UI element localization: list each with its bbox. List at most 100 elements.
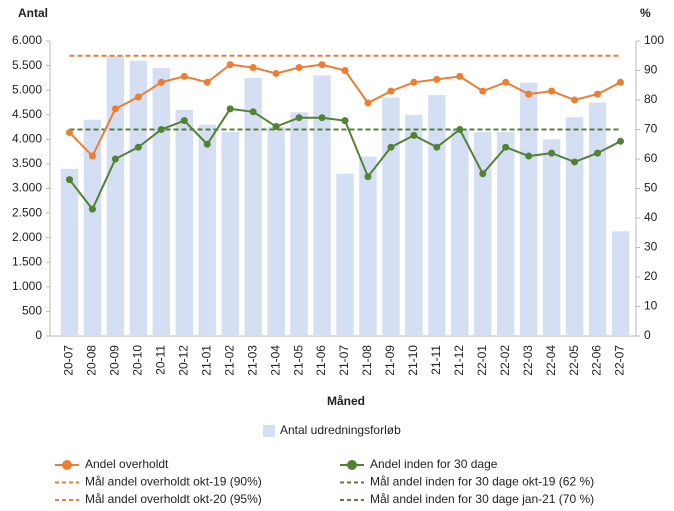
line-point (157, 126, 165, 133)
line-point (226, 105, 234, 113)
legend-label: Mål andel overholdt okt-19 (90%) (85, 475, 262, 489)
y2-axis-title: % (640, 6, 651, 20)
x-tick-label: 21-12 (452, 345, 466, 376)
line-point (433, 143, 441, 151)
line-point (525, 90, 533, 98)
bar (83, 119, 102, 337)
y2-tick-label: 40 (644, 210, 658, 224)
line-point (502, 143, 510, 151)
y2-tick-label: 100 (644, 33, 664, 47)
line-point (341, 117, 349, 125)
line-point (157, 78, 165, 86)
line-point (249, 108, 257, 116)
line-point (203, 78, 211, 86)
line-point (387, 87, 395, 95)
y-tick-label: 4.500 (12, 107, 42, 121)
legend-label: Mål andel inden for 30 dage okt-19 (62 %… (370, 475, 594, 489)
line-point (341, 67, 349, 74)
x-tick-label: 21-07 (337, 345, 351, 376)
line-point (617, 137, 625, 145)
x-tick-label: 21-01 (199, 345, 213, 376)
y-tick-label: 1.000 (12, 279, 42, 293)
bar (313, 75, 331, 337)
x-tick-label: 21-02 (222, 345, 236, 376)
legend-marker (62, 460, 72, 470)
y-tick-label: 3.000 (12, 181, 42, 195)
line-point (180, 117, 188, 125)
line-point (410, 78, 418, 86)
line-point (272, 123, 280, 131)
y2-tick-label: 0 (644, 328, 651, 342)
legend-swatch (263, 425, 275, 437)
line-point (594, 90, 602, 98)
x-tick-label: 20-07 (62, 345, 76, 376)
y2-tick-label: 50 (644, 181, 658, 195)
line-point (272, 69, 280, 77)
line-point (410, 131, 418, 139)
x-tick-label: 22-03 (521, 345, 535, 376)
line (68, 63, 621, 158)
x-tick-label: 21-04 (268, 345, 282, 376)
bar (290, 112, 308, 337)
line-point (456, 126, 464, 133)
y-tick-label: 3.500 (12, 156, 42, 170)
y-tick-label: 5.500 (12, 58, 42, 72)
y-tick-label: 6.000 (12, 33, 42, 47)
x-tick-label: 22-06 (590, 345, 604, 376)
x-tick-label: 20-09 (108, 345, 122, 376)
bar (428, 95, 446, 336)
legend-label: Andel inden for 30 dage (370, 457, 498, 471)
bar (198, 124, 216, 336)
bar (336, 173, 354, 336)
line-point (479, 87, 487, 95)
y-tick-label: 2.000 (12, 230, 42, 244)
x-tick-label: 22-05 (567, 345, 581, 376)
line-point (548, 87, 556, 95)
bar (221, 131, 239, 336)
bar (152, 68, 171, 337)
bar (565, 117, 584, 336)
line-point (134, 143, 142, 151)
y-axis-title: Antal (18, 6, 48, 20)
y2-tick-label: 10 (644, 299, 658, 313)
x-tick-label: 22-07 (613, 345, 627, 376)
y2-tick-label: 90 (644, 63, 658, 77)
line-point (617, 78, 625, 86)
line-point (525, 152, 533, 160)
bar (496, 131, 515, 336)
line-point (226, 61, 234, 69)
y-tick-label: 0 (35, 328, 42, 342)
y2-tick-label: 30 (644, 240, 658, 254)
line-point (479, 170, 487, 178)
line-point (433, 75, 441, 83)
legend-label: Mål andel inden for 30 dage jan-21 (70 %… (370, 492, 594, 506)
y-tick-label: 5.000 (12, 82, 42, 96)
y-tick-label: 500 (22, 304, 42, 318)
x-tick-label: 20-12 (176, 345, 190, 376)
x-tick-label: 20-11 (153, 345, 167, 375)
y-tick-label: 2.500 (12, 205, 42, 219)
x-tick-label: 21-10 (406, 345, 420, 376)
bar (382, 97, 400, 337)
line-point (318, 61, 326, 69)
line-point (65, 176, 73, 184)
y2-tick-label: 60 (644, 151, 658, 165)
bar (175, 109, 194, 336)
line-point (387, 143, 395, 151)
line-point (65, 128, 73, 136)
line-point (295, 114, 303, 122)
line-point (594, 149, 602, 157)
bar (474, 131, 492, 336)
x-tick-label: 22-01 (475, 345, 489, 376)
line-point (571, 158, 579, 166)
line-point (364, 173, 372, 181)
bar (542, 139, 561, 336)
line-point (111, 155, 119, 163)
legend-marker (347, 460, 357, 470)
bar (588, 102, 607, 336)
x-tick-label: 21-06 (314, 345, 328, 376)
line-point (571, 96, 579, 104)
x-tick-label: 21-09 (383, 345, 397, 376)
x-tick-label: 22-04 (544, 345, 558, 376)
line-point (88, 205, 96, 213)
